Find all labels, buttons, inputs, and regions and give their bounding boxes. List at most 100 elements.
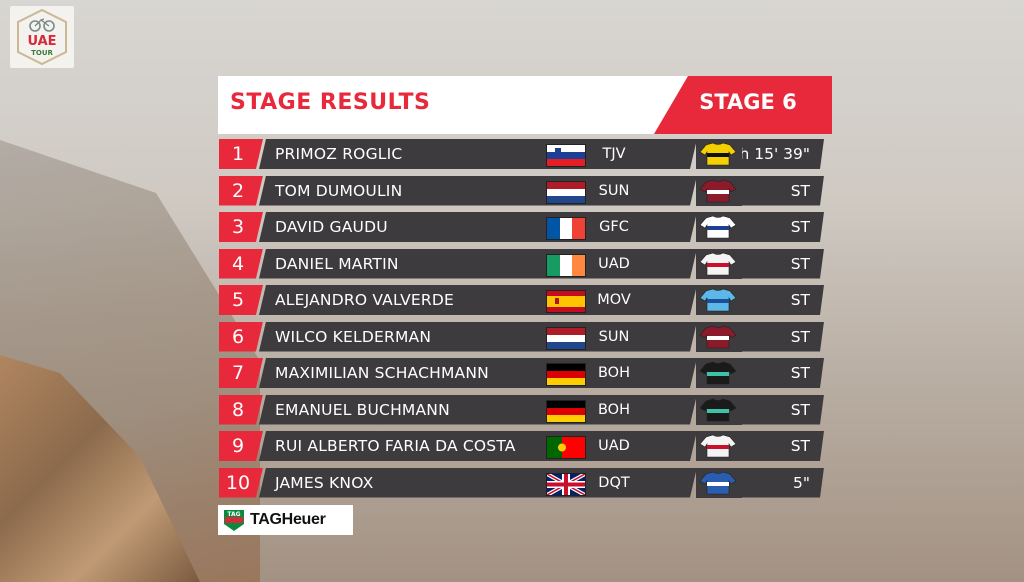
result-row: 5 ALEJANDRO VALVERDE MOV ST: [219, 285, 824, 315]
rank-number: 3: [231, 216, 245, 238]
rank-number: 10: [225, 471, 251, 494]
result-row: 9 RUI ALBERTO FARIA DA COSTA UAD ST: [219, 431, 824, 461]
rank-number: 6: [231, 325, 245, 348]
result-row: 8 EMANUEL BUCHMANN BOH ST: [219, 394, 824, 425]
team-jersey-icon: [696, 248, 742, 279]
uae-tour-logo: UAE TOUR: [10, 6, 74, 68]
result-row: 6 WILCO KELDERMAN SUN ST: [219, 321, 824, 352]
finish-time: ST: [790, 437, 810, 455]
team-code: UAD: [598, 255, 630, 272]
rider-cell: [259, 249, 697, 279]
finish-time: ST: [790, 254, 810, 273]
finish-time: ST: [790, 364, 810, 382]
stage-number: STAGE 6: [699, 90, 797, 114]
team-jersey-icon: [696, 467, 742, 498]
result-row: 1 PRIMOZ ROGLIC TJV 4h 15' 39": [219, 139, 824, 169]
rank-number: 9: [231, 435, 245, 457]
bicycle-icon: UAE TOUR: [17, 8, 67, 66]
rank-cell: [219, 175, 263, 206]
flag-icon: [546, 471, 586, 497]
flag-icon: [546, 326, 586, 350]
rank-cell: [219, 431, 263, 461]
rank-cell: [219, 285, 263, 315]
result-row: 3 DAVID GAUDU GFC ST: [219, 212, 824, 242]
rank-cell: [219, 321, 263, 352]
rank-cell: [219, 358, 263, 388]
results-header: STAGE RESULTS STAGE 6: [218, 76, 832, 134]
rider-cell: [259, 176, 697, 206]
sponsor-name: TAGHeuer: [250, 511, 326, 528]
rider-cell: [259, 285, 697, 315]
team-code: BOH: [597, 365, 630, 381]
rider-cell: [259, 395, 697, 425]
finish-time: ST: [790, 181, 810, 200]
tagheuer-badge-icon: TAG: [224, 510, 244, 531]
rank-number: 8: [231, 398, 245, 421]
team-code: BOH: [597, 401, 630, 418]
team-code: SUN: [598, 328, 630, 345]
sponsor-tagheuer: TAG TAGHeuer: [218, 505, 353, 535]
flag-icon: [546, 144, 586, 167]
rank-cell: [219, 467, 263, 498]
flag-icon: [546, 399, 586, 423]
svg-text:TOUR: TOUR: [31, 49, 53, 57]
flag-icon: [546, 180, 586, 204]
rank-number: 2: [231, 179, 245, 202]
finish-time: 5": [793, 473, 810, 492]
team-jersey-icon: [696, 431, 742, 461]
rider-cell: [259, 358, 697, 388]
team-jersey-icon: [696, 175, 742, 206]
team-jersey-icon: [696, 321, 742, 352]
rider-name: JAMES KNOX: [275, 473, 374, 492]
rider-name: DAVID GAUDU: [275, 218, 388, 236]
team-code: SUN: [598, 182, 630, 199]
team-code: DQT: [598, 474, 630, 491]
rider-cell: [259, 139, 697, 169]
finish-time: ST: [790, 218, 810, 236]
rank-cell: [219, 139, 263, 169]
header-stage-panel: [654, 76, 832, 134]
finish-time: ST: [790, 400, 810, 419]
svg-text:UAE: UAE: [27, 34, 56, 49]
result-row: 4 DANIEL MARTIN UAD ST: [219, 248, 824, 279]
rank-number: 1: [231, 143, 245, 165]
rank-cell: [219, 212, 263, 242]
header-title-panel: [218, 76, 688, 134]
rider-cell: [259, 212, 697, 242]
rider-name: EMANUEL BUCHMANN: [275, 400, 450, 419]
flag-icon: [546, 290, 586, 313]
rank-cell: [219, 394, 263, 425]
stage-results-title: STAGE RESULTS: [230, 90, 431, 115]
result-row: 2 TOM DUMOULIN SUN ST: [219, 175, 824, 206]
result-row: 10 JAMES KNOX DQT 5": [219, 467, 824, 498]
team-jersey-icon: [696, 139, 742, 169]
flag-icon: [546, 436, 586, 459]
team-code: UAD: [598, 438, 630, 454]
rider-name: ALEJANDRO VALVERDE: [275, 291, 455, 309]
result-row: 7 MAXIMILIAN SCHACHMANN BOH ST: [219, 358, 824, 388]
svg-text:TAG: TAG: [227, 511, 240, 518]
rank-number: 7: [231, 362, 245, 384]
rider-cell: [259, 431, 697, 461]
rank-cell: [219, 248, 263, 279]
rider-name: WILCO KELDERMAN: [275, 327, 432, 346]
team-code: MOV: [597, 292, 631, 308]
flag-icon: [546, 217, 586, 240]
flag-icon: [546, 253, 586, 277]
team-jersey-icon: [696, 358, 742, 388]
rider-cell: [259, 468, 697, 498]
finish-time: 4h 15' 39": [729, 145, 810, 163]
team-jersey-icon: [696, 285, 742, 315]
rank-number: 5: [231, 289, 245, 311]
flag-icon: [546, 363, 586, 386]
rider-name: PRIMOZ ROGLIC: [275, 145, 403, 163]
team-jersey-icon: [696, 394, 742, 425]
finish-time: ST: [790, 291, 810, 309]
rider-name: RUI ALBERTO FARIA DA COSTA: [275, 437, 516, 455]
rider-name: MAXIMILIAN SCHACHMANN: [275, 364, 489, 382]
team-code: TJV: [602, 146, 626, 162]
team-jersey-icon: [696, 212, 742, 242]
rider-name: TOM DUMOULIN: [275, 181, 403, 200]
rider-cell: [259, 322, 697, 352]
team-code: GFC: [599, 219, 629, 235]
